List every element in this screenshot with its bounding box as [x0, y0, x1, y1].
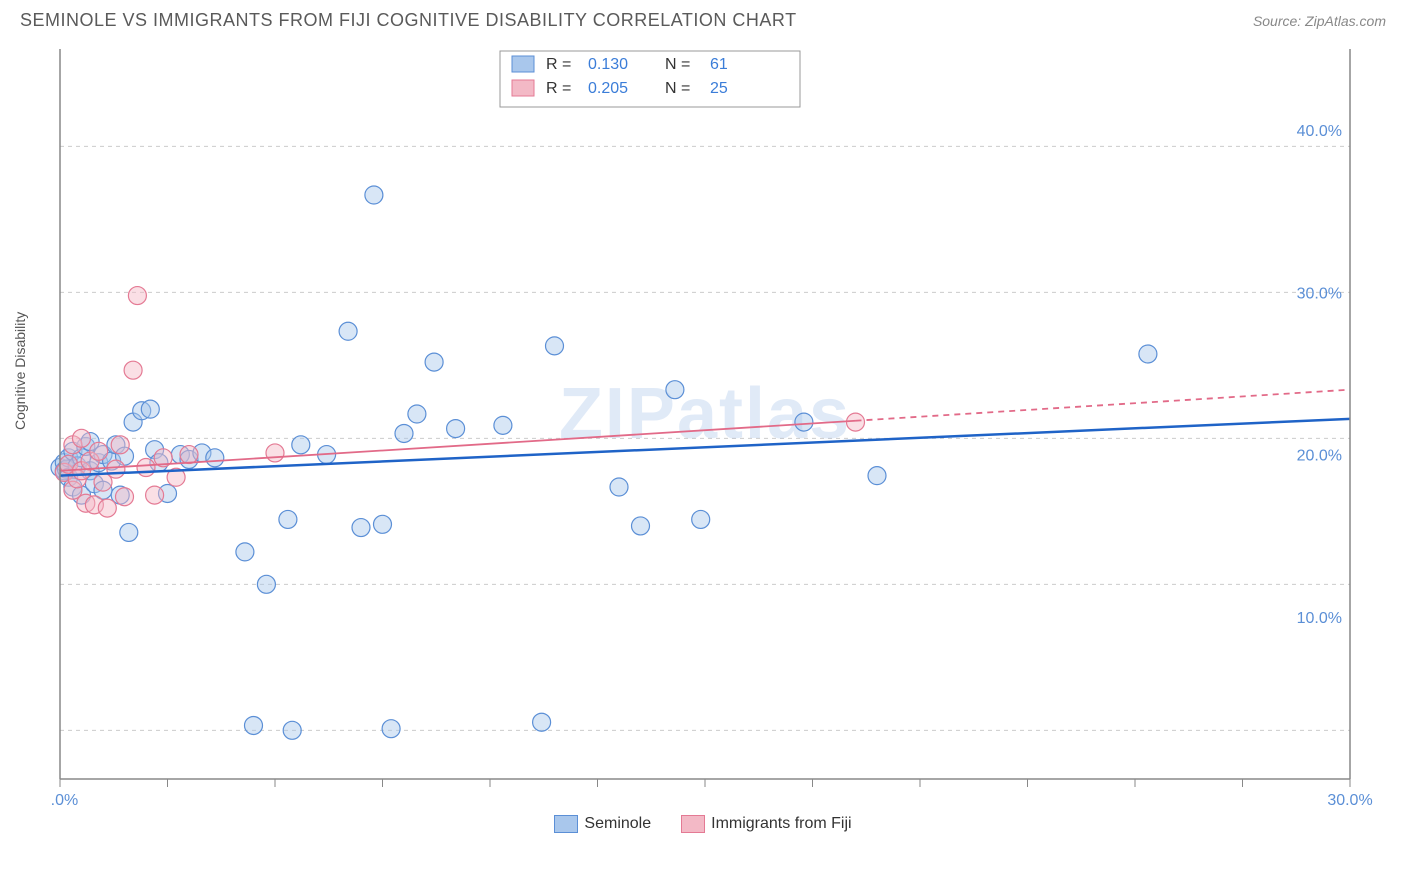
chart-title: SEMINOLE VS IMMIGRANTS FROM FIJI COGNITI… — [20, 10, 797, 31]
legend-r-value: 0.130 — [588, 56, 628, 73]
data-point — [494, 416, 512, 434]
y-tick-label: 10.0% — [1297, 610, 1342, 627]
data-point — [279, 510, 297, 528]
legend-item: Immigrants from Fiji — [681, 815, 851, 833]
data-point — [245, 716, 263, 734]
legend-swatch — [554, 815, 578, 833]
data-point — [90, 442, 108, 460]
data-point — [533, 713, 551, 731]
data-point — [236, 543, 254, 561]
legend-swatch — [512, 56, 534, 72]
y-tick-label: 30.0% — [1297, 285, 1342, 302]
y-tick-label: 40.0% — [1297, 123, 1342, 140]
legend-r-label: R = — [546, 80, 571, 97]
legend-r-label: R = — [546, 56, 571, 73]
data-point — [292, 436, 310, 454]
data-point — [395, 424, 413, 442]
data-point — [382, 720, 400, 738]
data-point — [107, 460, 125, 478]
legend-n-value: 25 — [710, 80, 728, 97]
data-point — [128, 287, 146, 305]
data-point — [795, 413, 813, 431]
data-point — [120, 523, 138, 541]
data-point — [137, 459, 155, 477]
legend-swatch — [512, 80, 534, 96]
data-point — [257, 575, 275, 593]
bottom-legend: Seminole Immigrants from Fiji — [0, 815, 1406, 833]
data-point — [666, 381, 684, 399]
data-point — [425, 353, 443, 371]
y-axis-label: Cognitive Disability — [12, 312, 28, 430]
data-point — [124, 361, 142, 379]
chart-header: SEMINOLE VS IMMIGRANTS FROM FIJI COGNITI… — [0, 0, 1406, 39]
data-point — [868, 467, 886, 485]
data-point — [339, 322, 357, 340]
trend-line-dashed — [856, 390, 1351, 421]
legend-label: Immigrants from Fiji — [711, 815, 851, 832]
data-point — [408, 405, 426, 423]
data-point — [546, 337, 564, 355]
data-point — [283, 721, 301, 739]
data-point — [116, 488, 134, 506]
legend-label: Seminole — [584, 815, 651, 832]
data-point — [180, 446, 198, 464]
data-point — [632, 517, 650, 535]
legend-n-label: N = — [665, 80, 690, 97]
x-tick-label: 0.0% — [50, 792, 78, 809]
legend-n-value: 61 — [710, 56, 728, 73]
data-point — [146, 486, 164, 504]
x-tick-label: 30.0% — [1327, 792, 1372, 809]
legend-r-value: 0.205 — [588, 80, 628, 97]
data-point — [111, 436, 129, 454]
data-point — [365, 186, 383, 204]
data-point — [1139, 345, 1157, 363]
data-point — [692, 510, 710, 528]
legend-n-label: N = — [665, 56, 690, 73]
data-point — [266, 444, 284, 462]
data-point — [141, 400, 159, 418]
data-point — [206, 449, 224, 467]
data-point — [98, 499, 116, 517]
data-point — [610, 478, 628, 496]
y-tick-label: 20.0% — [1297, 448, 1342, 465]
legend-item: Seminole — [554, 815, 651, 833]
chart-container: 10.0%20.0%30.0%40.0%ZIPatlas0.0%30.0%R =… — [50, 39, 1386, 809]
data-point — [73, 429, 91, 447]
data-point — [447, 420, 465, 438]
scatter-chart: 10.0%20.0%30.0%40.0%ZIPatlas0.0%30.0%R =… — [50, 39, 1386, 809]
chart-source: Source: ZipAtlas.com — [1253, 13, 1386, 29]
data-point — [847, 413, 865, 431]
data-point — [374, 515, 392, 533]
data-point — [352, 519, 370, 537]
stats-legend — [500, 51, 800, 107]
legend-swatch — [681, 815, 705, 833]
